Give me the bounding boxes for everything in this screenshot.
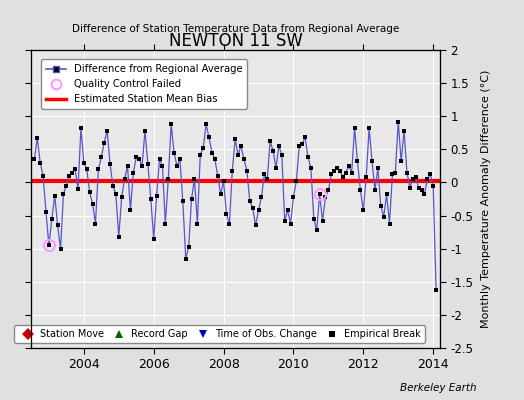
Legend: Station Move, Record Gap, Time of Obs. Change, Empirical Break: Station Move, Record Gap, Time of Obs. C… xyxy=(14,325,425,343)
Text: Difference of Station Temperature Data from Regional Average: Difference of Station Temperature Data f… xyxy=(72,24,399,34)
Text: Berkeley Earth: Berkeley Earth xyxy=(400,383,477,393)
Y-axis label: Monthly Temperature Anomaly Difference (°C): Monthly Temperature Anomaly Difference (… xyxy=(481,70,490,328)
Title: NEWTON 11 SW: NEWTON 11 SW xyxy=(169,32,303,50)
